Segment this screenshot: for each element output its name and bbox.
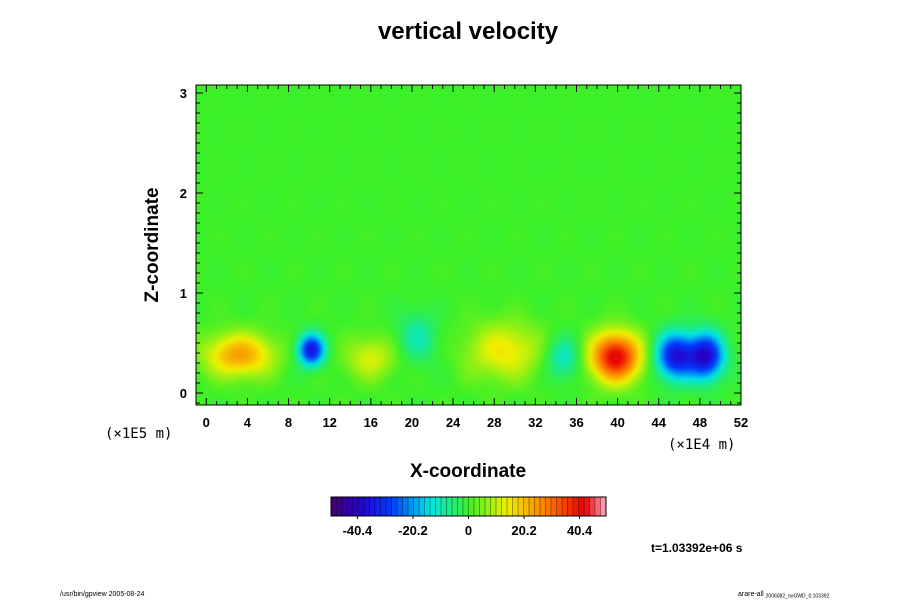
- y-tick-label: 3: [180, 86, 187, 101]
- colorbar-cells: [331, 497, 607, 516]
- chart-title: vertical velocity: [378, 18, 559, 45]
- colorbar-cell: [512, 497, 519, 516]
- colorbar-ticks: -40.4 -20.2 0 20.2 40.4: [343, 516, 593, 538]
- colorbar-cell: [380, 497, 387, 516]
- colorbar-cell: [479, 497, 486, 516]
- x-tick-label: 28: [487, 415, 501, 430]
- colorbar-cell: [589, 497, 596, 516]
- x-tick-label: 32: [528, 415, 542, 430]
- colorbar-cell: [375, 497, 381, 516]
- footer-left: /usr/bin/gpview 2005-08-24: [60, 591, 145, 598]
- x-tick-marks: [195, 85, 742, 405]
- y-tick-label: 0: [180, 386, 187, 401]
- colorbar-cell: [567, 497, 574, 516]
- x-tick-label: 24: [446, 415, 461, 430]
- y-tick-labels: 0 1 2 3: [180, 86, 187, 401]
- colorbar: -40.4 -20.2 0 20.2 40.4: [330, 496, 607, 538]
- colorbar-cell: [518, 497, 524, 516]
- colorbar-cell: [523, 497, 530, 516]
- x-tick-label: 52: [734, 415, 748, 430]
- colorbar-tick-label: -20.2: [398, 523, 428, 538]
- x-tick-label: 36: [569, 415, 583, 430]
- x-tick-label: 20: [405, 415, 419, 430]
- x-tick-label: 44: [652, 415, 667, 430]
- colorbar-cell: [490, 497, 497, 516]
- x-tick-label: 40: [610, 415, 624, 430]
- colorbar-cell: [358, 497, 365, 516]
- footer-right-sub: 2006082_noGWD_0.103392: [766, 594, 830, 600]
- colorbar-tick-label: -40.4: [343, 523, 373, 538]
- colorbar-cell: [501, 497, 508, 516]
- colorbar-tick-label: 20.2: [511, 523, 536, 538]
- footer-right: arare-all 2006082_noGWD_0.103392: [738, 591, 830, 600]
- colorbar-cell: [457, 497, 464, 516]
- x-tick-label: 16: [364, 415, 378, 430]
- x-tick-labels: 0 4 8 12 16 20 24 28 32 36 40 44 48 52: [203, 415, 749, 430]
- colorbar-cell: [446, 497, 453, 516]
- y-tick-label: 2: [180, 186, 187, 201]
- colorbar-tick-label: 40.4: [567, 523, 593, 538]
- plot-area: [195, 84, 742, 406]
- colorbar-cell: [369, 497, 376, 516]
- x-unit-label: (×1E4 m): [668, 437, 735, 453]
- colorbar-cell: [435, 497, 442, 516]
- x-tick-label: 48: [693, 415, 707, 430]
- x-tick-label: 12: [322, 415, 336, 430]
- colorbar-cell: [540, 497, 546, 516]
- footer-right-main: arare-all: [738, 591, 764, 598]
- colorbar-cell: [408, 497, 414, 516]
- y-axis-label: Z-coordinate: [142, 187, 163, 302]
- colorbar-tick-label: 0: [465, 523, 472, 538]
- colorbar-cell: [507, 497, 513, 516]
- colorbar-cell: [347, 497, 354, 516]
- y-tick-marks: [196, 92, 741, 404]
- colorbar-cell: [468, 497, 475, 516]
- colorbar-cell: [413, 497, 420, 516]
- colorbar-cell: [496, 497, 502, 516]
- colorbar-cell: [463, 497, 469, 516]
- colorbar-cell: [419, 497, 425, 516]
- colorbar-cell: [452, 497, 458, 516]
- heatmap-field: [196, 85, 741, 405]
- colorbar-cell: [353, 497, 359, 516]
- time-label: t=1.03392e+06 s: [651, 541, 743, 555]
- colorbar-cell: [534, 497, 541, 516]
- colorbar-cell: [331, 497, 337, 516]
- colorbar-cell: [573, 497, 579, 516]
- colorbar-cell: [336, 497, 343, 516]
- colorbar-cell: [556, 497, 563, 516]
- colorbar-cell: [600, 497, 607, 516]
- colorbar-cell: [430, 497, 436, 516]
- colorbar-cell: [545, 497, 552, 516]
- colorbar-cell: [402, 497, 409, 516]
- y-unit-label: (×1E5 m): [105, 426, 172, 442]
- x-tick-label: 0: [203, 415, 210, 430]
- colorbar-cell: [578, 497, 585, 516]
- x-tick-label: 8: [285, 415, 292, 430]
- colorbar-cell: [386, 497, 392, 516]
- colorbar-cell: [529, 497, 535, 516]
- colorbar-cell: [485, 497, 491, 516]
- colorbar-cell: [474, 497, 480, 516]
- y-tick-label: 1: [180, 286, 187, 301]
- x-tick-label: 4: [244, 415, 252, 430]
- x-axis-label: X-coordinate: [410, 461, 526, 482]
- colorbar-cell: [342, 497, 348, 516]
- colorbar-cell: [562, 497, 568, 516]
- colorbar-cell: [584, 497, 590, 516]
- colorbar-cell: [397, 497, 403, 516]
- colorbar-cell: [441, 497, 447, 516]
- plot-frame: [195, 84, 742, 406]
- colorbar-cell: [424, 497, 431, 516]
- colorbar-cell: [551, 497, 557, 516]
- colorbar-cell: [595, 497, 601, 516]
- colorbar-cell: [391, 497, 398, 516]
- colorbar-cell: [364, 497, 370, 516]
